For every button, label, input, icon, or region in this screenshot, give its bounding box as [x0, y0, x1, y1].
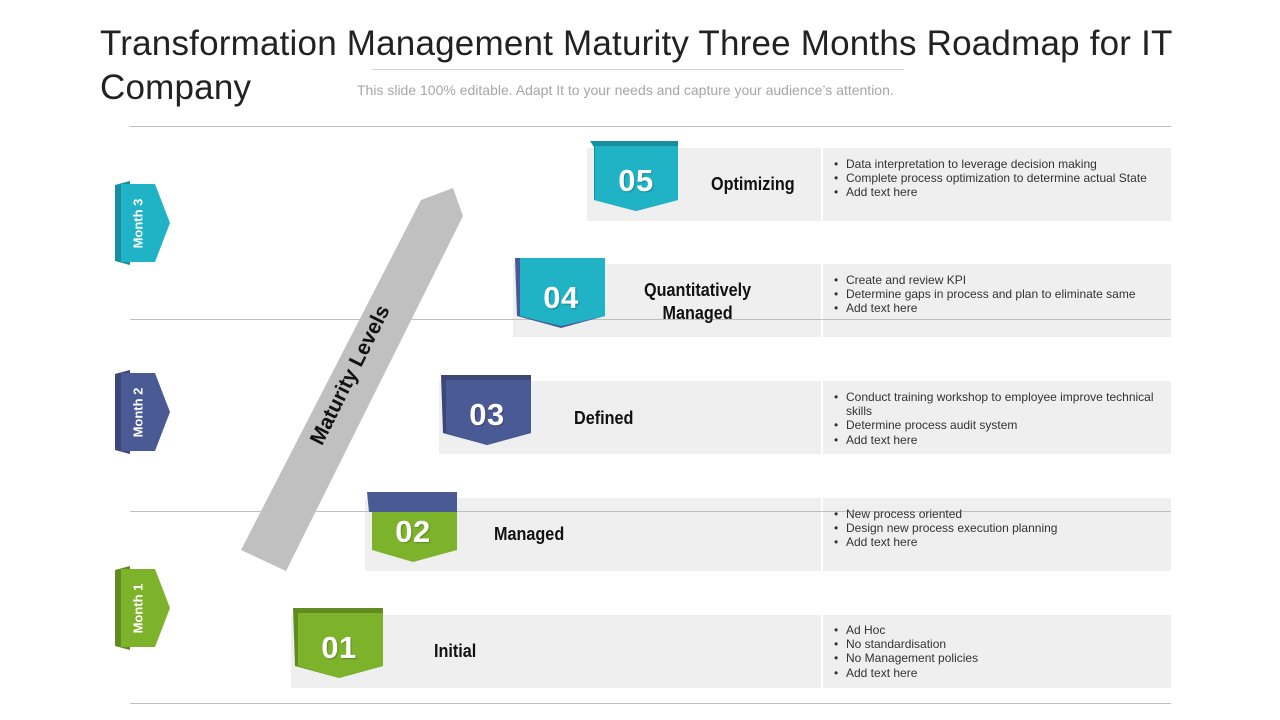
page-subtitle: This slide 100% editable. Adapt It to yo… — [357, 82, 894, 98]
month-label: Month 1 — [130, 583, 146, 633]
month-label: Month 3 — [130, 198, 146, 248]
bullet-item: Determine process audit system — [832, 418, 1167, 432]
bullet-item: No standardisation — [832, 637, 1167, 651]
divider-overlay-04 — [513, 319, 1171, 320]
level-badge-05: 05 — [590, 141, 682, 213]
page-title: Transformation Management Maturity Three… — [100, 24, 1172, 107]
bullet-item: Create and review KPI — [832, 273, 1167, 287]
bullet-item: No Management policies — [832, 651, 1167, 665]
level-bullets-02: New process oriented Design new process … — [832, 507, 1167, 550]
level-bullets-03: Conduct training workshop to employee im… — [832, 390, 1167, 447]
level-name-05: Optimizing — [711, 174, 795, 194]
month-label: Month 2 — [130, 387, 146, 437]
level-badge-02: 02 — [367, 492, 459, 564]
bullet-item: Add text here — [832, 301, 1167, 315]
bullet-item: Determine gaps in process and plan to el… — [832, 287, 1167, 301]
divider-overlay-02 — [365, 511, 1171, 512]
bullet-item: Ad Hoc — [832, 623, 1167, 637]
level-bullets-04: Create and review KPI Determine gaps in … — [832, 273, 1167, 316]
bullet-item: Add text here — [832, 535, 1167, 549]
divider-bottom — [130, 703, 1171, 704]
bullet-item: Add text here — [832, 666, 1167, 680]
month-tab-2: Month 2 — [115, 370, 171, 454]
bullet-item: Conduct training workshop to employee im… — [832, 390, 1167, 418]
level-bullets-05: Data interpretation to leverage decision… — [832, 157, 1167, 200]
divider-top — [130, 126, 1171, 127]
month-tab-1: Month 1 — [115, 566, 171, 650]
level-name-03: Defined — [574, 408, 634, 428]
level-badge-03: 03 — [441, 375, 533, 447]
title-divider — [372, 69, 904, 70]
level-name-04: Quantitatively Managed — [644, 280, 752, 323]
level-name-01: Initial — [434, 641, 477, 661]
level-bullets-01: Ad Hoc No standardisation No Management … — [832, 623, 1167, 680]
level-badge-01: 01 — [293, 608, 385, 680]
level-badge-04: 04 — [515, 258, 607, 330]
bullet-item: Design new process execution planning — [832, 521, 1167, 535]
bullet-item: Data interpretation to leverage decision… — [832, 157, 1167, 171]
bullet-item: Add text here — [832, 433, 1167, 447]
level-number: 05 — [618, 163, 654, 198]
level-name-02: Managed — [494, 524, 565, 544]
month-tab-3: Month 3 — [115, 181, 171, 265]
level-number: 03 — [469, 397, 505, 432]
level-number: 04 — [543, 280, 579, 315]
level-number: 01 — [321, 630, 357, 665]
bullet-item: New process oriented — [832, 507, 1167, 521]
maturity-levels-label: Maturity Levels — [306, 302, 395, 449]
level-number: 02 — [395, 514, 431, 549]
bullet-item: Add text here — [832, 185, 1167, 199]
bullet-item: Complete process optimization to determi… — [832, 171, 1167, 185]
